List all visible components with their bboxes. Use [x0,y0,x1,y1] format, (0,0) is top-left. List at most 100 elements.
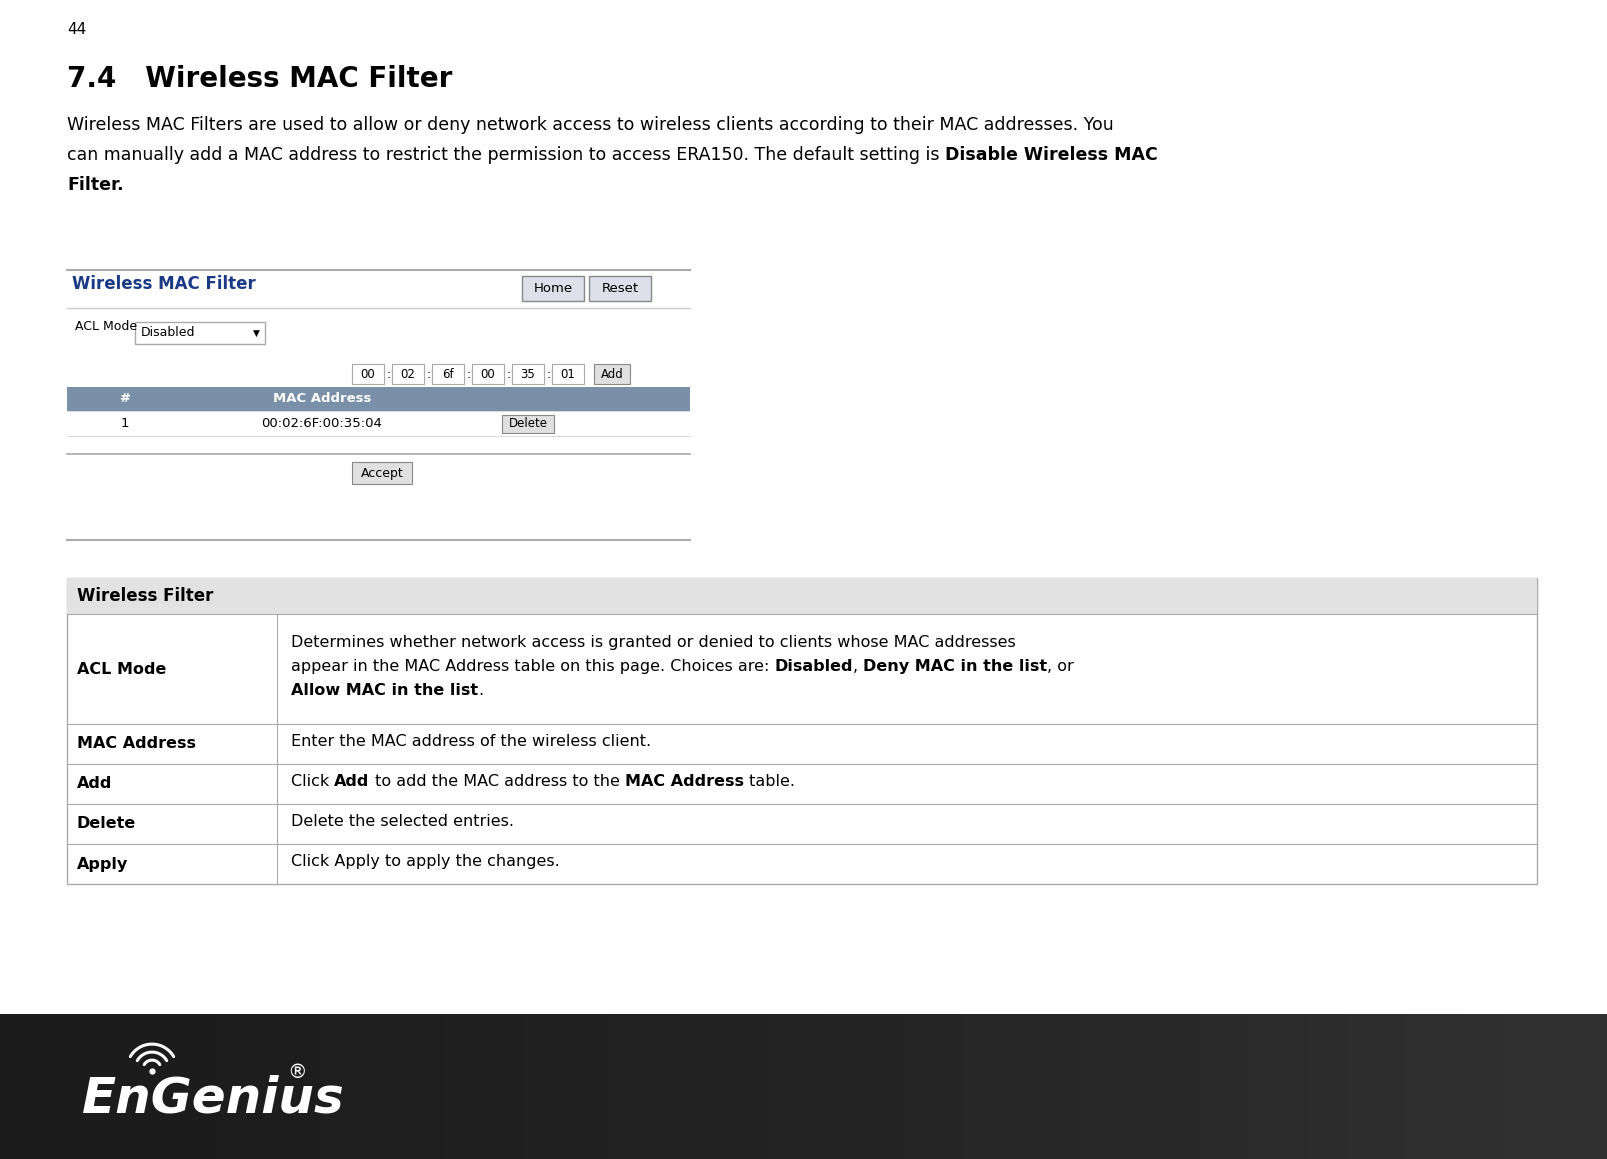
Text: Wireless MAC Filters are used to allow or deny network access to wireless client: Wireless MAC Filters are used to allow o… [67,116,1114,134]
Bar [924,1014,943,1159]
Text: 7.4   Wireless MAC Filter: 7.4 Wireless MAC Filter [67,65,453,93]
Text: :: : [387,367,391,380]
Bar [1045,1014,1064,1159]
Text: Disabled: Disabled [141,327,196,340]
Bar [1326,1014,1345,1159]
Text: Apply: Apply [77,857,129,872]
Text: 6f: 6f [442,367,453,380]
Bar [1144,1014,1165,1159]
Bar [67,387,689,411]
Text: MAC Address: MAC Address [273,393,371,406]
Bar [903,1014,924,1159]
Bar [0,1014,19,1159]
Bar [222,1014,241,1159]
Bar [421,1014,442,1159]
Bar [1507,1014,1527,1159]
Text: :: : [427,367,431,380]
Bar [664,1014,683,1159]
Bar [622,1014,643,1159]
Text: EnGenius: EnGenius [82,1074,346,1122]
Bar [1286,1014,1305,1159]
Bar [432,364,464,384]
Text: Disable Wireless MAC: Disable Wireless MAC [945,146,1157,165]
Text: 44: 44 [67,22,87,37]
Bar [1064,1014,1085,1159]
Text: ,: , [853,659,863,675]
Bar [643,1014,664,1159]
Bar [1106,1014,1125,1159]
Bar [595,364,630,384]
Bar [1085,1014,1106,1159]
Text: MAC Address: MAC Address [625,774,744,789]
Bar [704,1014,723,1159]
Bar [1025,1014,1045,1159]
Bar [1466,1014,1486,1159]
Text: to add the MAC address to the: to add the MAC address to the [370,774,625,789]
Text: Delete the selected entries.: Delete the selected entries. [291,814,514,829]
Bar [241,1014,260,1159]
Text: Delete: Delete [508,417,548,430]
Bar [943,1014,964,1159]
Text: 00: 00 [360,367,376,380]
Bar [865,1014,884,1159]
Bar [472,364,505,384]
Text: MAC Address: MAC Address [77,736,196,751]
Bar [352,364,384,384]
Text: 1: 1 [121,417,129,430]
Bar [1546,1014,1567,1159]
Bar [964,1014,983,1159]
Bar [513,364,545,384]
Text: ACL Mode: ACL Mode [76,320,137,333]
Bar [442,1014,463,1159]
Bar [463,1014,482,1159]
Bar [501,415,554,432]
Text: #: # [119,393,130,406]
Text: appear in the MAC Address table on this page. Choices are:: appear in the MAC Address table on this … [291,659,775,675]
Bar [392,364,424,384]
Bar [1446,1014,1466,1159]
Bar [201,1014,222,1159]
Bar [1345,1014,1366,1159]
Bar [590,276,651,301]
Bar [582,1014,603,1159]
Bar [362,1014,382,1159]
Text: 00:02:6F:00:35:04: 00:02:6F:00:35:04 [262,417,382,430]
Text: :: : [468,367,471,380]
Bar [135,322,265,344]
Text: 01: 01 [561,367,575,380]
Bar [100,1014,121,1159]
Bar [603,1014,622,1159]
Bar [1305,1014,1326,1159]
Bar [302,1014,321,1159]
Bar [1245,1014,1266,1159]
Bar [1366,1014,1385,1159]
Bar [281,1014,302,1159]
Text: Reset: Reset [601,282,638,296]
Text: Delete: Delete [77,816,137,831]
Bar [1125,1014,1144,1159]
Bar [1527,1014,1546,1159]
Bar [1406,1014,1427,1159]
Text: Click Apply to apply the changes.: Click Apply to apply the changes. [291,854,559,869]
Bar [844,1014,865,1159]
Bar [180,1014,201,1159]
Bar [352,462,411,484]
Bar [402,1014,421,1159]
Text: , or: , or [1048,659,1073,675]
Bar [522,276,583,301]
Text: Add: Add [334,774,370,789]
Text: Wireless MAC Filter: Wireless MAC Filter [72,275,256,293]
Bar [1486,1014,1507,1159]
Text: Home: Home [534,282,572,296]
Text: Disabled: Disabled [775,659,853,675]
Text: ®: ® [288,1063,307,1081]
Bar [1004,1014,1025,1159]
Bar [141,1014,161,1159]
Bar [742,1014,763,1159]
Bar [1385,1014,1406,1159]
Bar [1226,1014,1245,1159]
Bar [1184,1014,1205,1159]
Text: 02: 02 [400,367,416,380]
Bar [321,1014,341,1159]
Bar [562,1014,582,1159]
